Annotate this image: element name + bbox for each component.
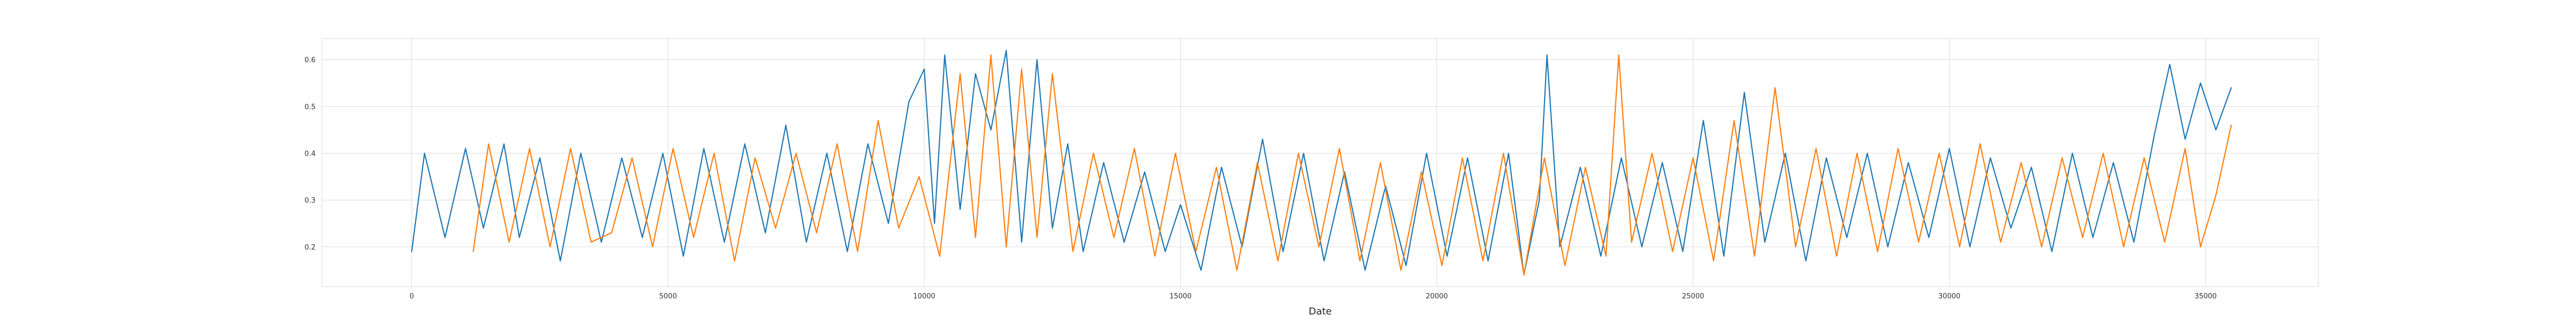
series-layer bbox=[411, 49, 2232, 276]
x-grid bbox=[411, 39, 2206, 287]
x-tick-label: 0 bbox=[409, 292, 414, 301]
x-tick-label: 30000 bbox=[1938, 292, 1960, 301]
x-tick-label: 25000 bbox=[1682, 292, 1704, 301]
y-tick-label: 0.3 bbox=[304, 197, 316, 205]
y-tick-label: 0.6 bbox=[304, 56, 316, 64]
x-tick-labels: 0 5000 10000 15000 20000 25000 30000 35000 bbox=[409, 292, 2217, 301]
y-tick-label: 0.4 bbox=[304, 150, 316, 158]
x-tick-label: 5000 bbox=[659, 292, 677, 301]
x-axis-label: Date bbox=[1308, 306, 1331, 317]
x-tick-label: 15000 bbox=[1169, 292, 1191, 301]
x-tick-label: 20000 bbox=[1426, 292, 1448, 301]
plot-area bbox=[321, 38, 2319, 287]
y-tick-label: 0.2 bbox=[304, 244, 316, 252]
x-tick-label: 10000 bbox=[913, 292, 935, 301]
y-grid bbox=[322, 59, 2318, 247]
x-tick-label: 35000 bbox=[2194, 292, 2216, 301]
y-tick-labels: 0.2 0.3 0.4 0.5 0.6 bbox=[304, 56, 316, 252]
series-line-2 bbox=[472, 54, 2232, 276]
y-tick-label: 0.5 bbox=[304, 103, 316, 111]
series-line-1 bbox=[411, 49, 2232, 276]
